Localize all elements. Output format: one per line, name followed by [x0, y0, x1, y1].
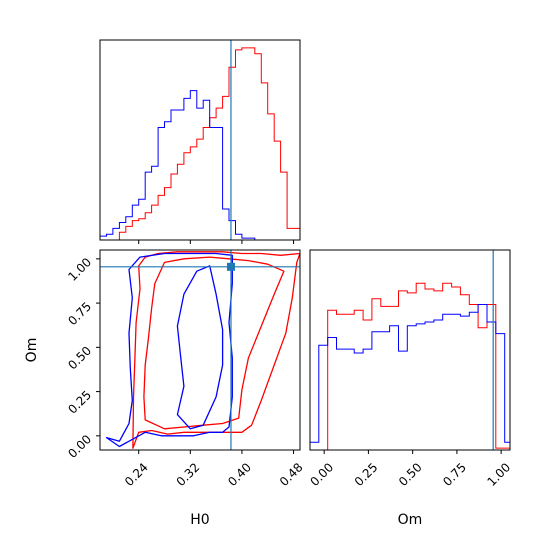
contour-series-2-level-1: [105, 252, 233, 448]
h0-tick-label-3: 0.40: [225, 460, 254, 489]
histogram-om-frame: [309, 249, 511, 451]
histogram-h0-frame: [99, 39, 301, 241]
h0-tick-label-4: 0.48: [277, 460, 306, 489]
om-y-tick-label-1: 0.00: [65, 432, 94, 461]
truth-marker: [226, 262, 235, 271]
histogram-h0-panel: [99, 39, 301, 244]
xlabel-om: Om: [398, 512, 423, 528]
h0-tick-label-1: 0.24: [122, 460, 151, 489]
om-y-tick-label-5: 1.00: [65, 255, 94, 284]
om-x-tick-label-5: 1.00: [484, 460, 513, 489]
om-y-tick-label-3: 0.50: [65, 344, 94, 373]
om-x-tick-label-1: 0.00: [307, 460, 336, 489]
om-y-tick-label-2: 0.25: [65, 388, 94, 417]
histogram-h0-series-1: [100, 47, 300, 241]
contour-series-2-level-2: [176, 265, 224, 430]
histogram-h0-series-2: [99, 90, 300, 241]
om-y-tick-label-4: 0.75: [65, 299, 94, 328]
histogram-om-panel: 0.00 0.25 0.50 0.75 1.00 Om: [307, 249, 513, 528]
histogram-om-series-1: [310, 282, 510, 451]
contour-panel: 0.24 0.32 0.40 0.480.000.250.500.751.00 H0 …: [24, 249, 306, 528]
h0-tick-label-2: 0.32: [174, 460, 203, 489]
contour-frame: [99, 249, 301, 451]
contour-series-1-level-2: [143, 256, 285, 430]
om-x-tick-label-4: 0.75: [440, 460, 469, 489]
contour-series-1-level-1: [132, 251, 301, 449]
om-x-tick-label-3: 0.50: [396, 460, 425, 489]
xlabel-h0: H0: [190, 512, 209, 528]
om-x-tick-label-2: 0.25: [352, 460, 381, 489]
ylabel-om: Om: [24, 338, 40, 363]
histogram-om-series-2: [309, 304, 510, 450]
